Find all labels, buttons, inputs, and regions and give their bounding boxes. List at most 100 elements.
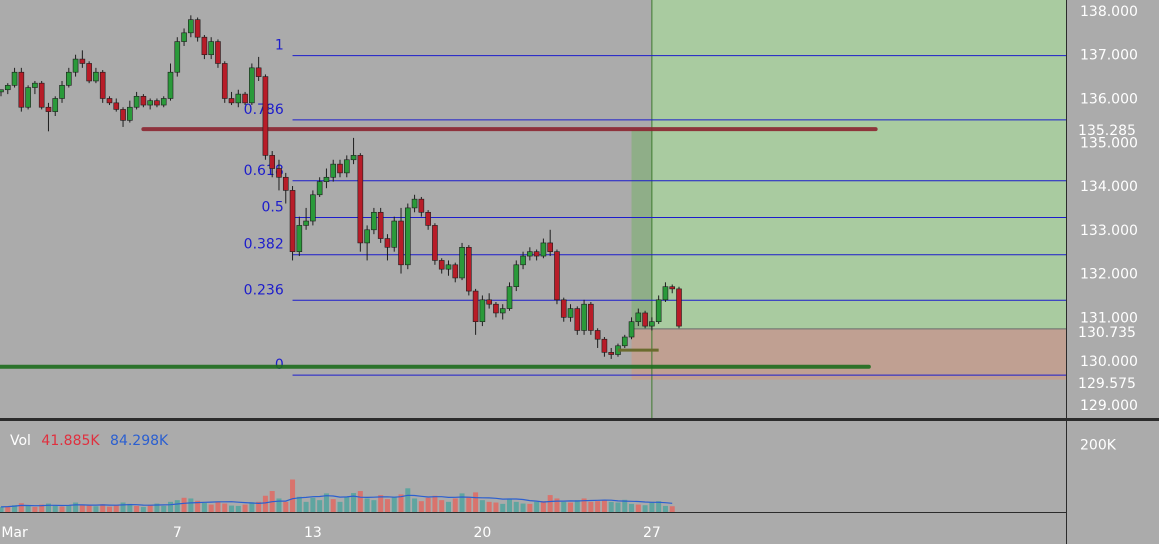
volume-bar <box>12 505 18 512</box>
price-tick-label: 135.000 <box>1080 135 1138 151</box>
fib-label: 0.5 <box>261 200 283 216</box>
volume-bar <box>256 501 262 512</box>
volume-bar <box>527 503 533 512</box>
price-tick-label: 138.000 <box>1080 4 1138 20</box>
volume-bar <box>364 498 370 512</box>
volume-bar <box>391 496 397 512</box>
target-zone-history <box>631 129 652 329</box>
volume-bar <box>195 500 201 512</box>
volume-bar <box>439 500 445 512</box>
volume-bar <box>418 501 424 512</box>
candle-down <box>269 155 276 169</box>
candle-down <box>120 109 126 121</box>
candle-down <box>201 36 208 56</box>
candle-up <box>411 198 418 209</box>
candle-down <box>493 303 499 314</box>
volume-bar <box>79 504 85 512</box>
candle-up <box>11 71 18 86</box>
volume-bar <box>59 506 65 512</box>
candle-down <box>79 58 86 64</box>
current-price-label: 130.735 <box>1078 325 1136 341</box>
volume-bar <box>649 501 655 512</box>
volume-bar <box>330 499 336 512</box>
volume-value: 41.885K <box>41 433 100 449</box>
volume-bar <box>507 499 512 512</box>
candle-down <box>357 155 364 244</box>
price-tick-label: 137.000 <box>1080 48 1138 64</box>
volume-bar <box>168 501 173 512</box>
candle-up <box>404 207 411 266</box>
volume-bar <box>568 502 574 512</box>
volume-bar <box>635 504 641 512</box>
candle-up <box>520 255 526 266</box>
volume-bar <box>629 503 635 512</box>
candle-up <box>479 299 486 323</box>
candle-down <box>594 330 601 340</box>
candle-down <box>601 338 608 353</box>
candle-down <box>282 176 289 191</box>
fib-label: 1 <box>275 38 284 54</box>
candle-down <box>228 98 235 104</box>
candle-up <box>167 71 174 99</box>
volume-bar <box>134 505 140 512</box>
candle-up <box>445 264 452 270</box>
volume-bar <box>412 498 418 512</box>
time-axis-border <box>0 512 1066 513</box>
volume-bar <box>534 501 540 512</box>
volume-tick-label: 200K <box>1080 437 1117 453</box>
target-price-label: 135.285 <box>1078 123 1136 139</box>
price-tick-label: 132.000 <box>1080 267 1138 283</box>
volume-bar <box>473 492 479 512</box>
candle-down <box>608 352 615 355</box>
volume-bar <box>45 503 51 512</box>
candle-down <box>154 100 160 106</box>
volume-bar <box>561 501 567 512</box>
volume-bar <box>371 500 377 512</box>
candle-down <box>418 198 425 213</box>
price-tick-label: 136.000 <box>1080 91 1138 107</box>
volume-bar <box>337 501 343 512</box>
volume-bar <box>466 496 472 512</box>
pane-separator[interactable] <box>0 418 1159 421</box>
volume-bar <box>73 502 79 512</box>
candle-down <box>560 299 567 318</box>
volume-bar <box>622 499 628 512</box>
volume-bar <box>290 479 296 512</box>
candle-down <box>438 260 445 270</box>
volume-bar <box>310 497 316 512</box>
volume-bar <box>208 504 214 512</box>
price-axis-border <box>1066 0 1067 544</box>
volume-bar <box>595 501 601 512</box>
candle-up <box>649 321 655 327</box>
volume-bar <box>5 506 11 512</box>
candle-down <box>486 299 492 305</box>
candle-down <box>215 41 221 64</box>
volume-legend[interactable]: Vol 41.885K 84.298K <box>10 433 174 449</box>
candle-up <box>93 71 99 82</box>
volume-bar <box>493 502 499 512</box>
volume-bar <box>242 504 248 512</box>
candle-down <box>432 225 438 261</box>
candle-up <box>581 303 587 331</box>
candle-up <box>208 41 214 56</box>
volume-ma-value: 84.298K <box>110 433 169 449</box>
volume-bar <box>588 501 594 512</box>
time-tick-label: 7 <box>173 525 182 541</box>
candle-down <box>472 290 479 323</box>
volume-bar <box>154 503 160 512</box>
time-tick-label: Mar <box>1 525 28 541</box>
volume-bar <box>445 501 451 512</box>
volume-bar <box>39 504 45 512</box>
volume-bar <box>662 505 668 512</box>
candle-down <box>588 303 594 331</box>
time-tick-label: 13 <box>304 525 322 541</box>
candle-up <box>567 308 574 318</box>
fib-label: 0.236 <box>244 282 284 298</box>
volume-bar <box>120 502 126 512</box>
candle-down <box>113 102 120 110</box>
volume-bar <box>642 505 648 512</box>
candle-down <box>574 308 581 331</box>
stop-zone <box>631 328 1066 380</box>
price-tick-label: 130.000 <box>1080 354 1138 370</box>
